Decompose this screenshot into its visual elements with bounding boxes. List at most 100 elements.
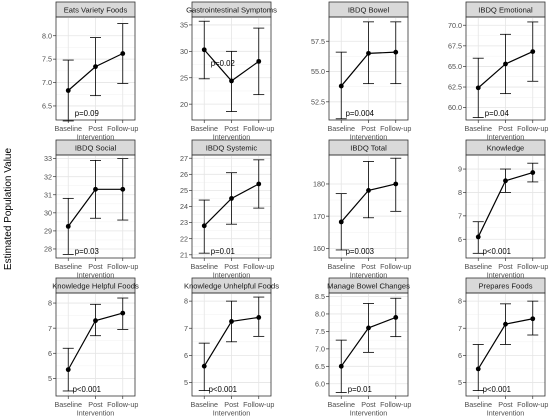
panel-border [465, 292, 546, 397]
x-tick-label: Baseline [54, 262, 82, 271]
x-tick-label: Baseline [464, 400, 492, 409]
data-point [366, 50, 371, 56]
x-tick-label: Post [224, 262, 238, 271]
data-point [93, 318, 98, 324]
y-axis-label: Estimated Population Value [3, 148, 14, 271]
x-tick-label: Follow-up [380, 262, 411, 271]
data-point [201, 363, 207, 369]
data-point [65, 88, 71, 93]
x-tick-label: Intervention [77, 270, 115, 279]
panel-border [191, 292, 272, 397]
panel-4: IBDQ Emotional 60.0 62.5 65.0 67.5 70.0 Baseli… [448, 1, 548, 141]
x-tick-label: Follow-up [517, 400, 548, 409]
panel-title: Prepares Foods [478, 282, 532, 291]
x-tick-label: Post [224, 124, 238, 133]
y-tick-label: 8.5 [315, 292, 325, 301]
p-value-annotation: p=0.003 [346, 247, 374, 256]
panels: Eats Variety Foods 6.5 7.0 7.5 8.0 Baseline Po… [42, 1, 548, 417]
y-tick-label: 60.0 [448, 103, 462, 112]
x-tick-label: Intervention [350, 408, 388, 417]
x-tick-label: Baseline [190, 124, 218, 133]
y-tick-label: 6 [458, 351, 462, 360]
x-tick-label: Baseline [327, 400, 355, 409]
panel-title: IBDQ Total [350, 144, 387, 153]
data-point [366, 325, 371, 331]
panel-8: Knowledge 6 7 8 9 Baseline PostInterventionFol… [458, 139, 548, 279]
panel-border [55, 292, 136, 397]
x-tick-label: Intervention [487, 270, 525, 279]
data-point [475, 85, 481, 91]
p-value-annotation: p=0.09 [75, 109, 99, 118]
data-point [503, 178, 508, 184]
data-point [338, 363, 344, 369]
y-tick-label: 26 [180, 170, 188, 179]
panel-border [55, 16, 136, 121]
panel-title: Knowledge [487, 144, 525, 153]
x-tick-label: Post [224, 400, 238, 409]
data-point [393, 315, 399, 320]
data-point [393, 181, 399, 187]
y-tick-label: 6.0 [315, 379, 325, 388]
p-value-annotation: p=0.004 [346, 109, 375, 118]
y-tick-label: 5 [458, 378, 462, 387]
panel-title: Gastrointestinal Symptoms [186, 6, 277, 15]
y-tick-label: 6.5 [315, 362, 325, 371]
data-point [256, 181, 262, 187]
y-tick-label: 6 [458, 235, 462, 244]
panel-title: Manage Bowel Changes [327, 282, 410, 291]
y-tick-label: 62.5 [448, 83, 462, 92]
panel-title: IBDQ Systemic [206, 144, 258, 153]
panel-12: Prepares Foods 5 6 7 8 Baseline PostInterventi… [458, 277, 548, 417]
y-tick-label: 8 [458, 188, 462, 197]
panel-border [465, 16, 546, 121]
panel-2: Gastrointestinal Symptoms 20 25 30 35 Baselin… [180, 1, 277, 141]
p-value-annotation: p<0.001 [483, 247, 511, 256]
x-tick-label: Post [361, 124, 375, 133]
y-tick-label: 28 [44, 245, 52, 254]
y-tick-label: 6 [48, 349, 52, 358]
x-tick-label: Baseline [190, 262, 218, 271]
x-tick-label: Intervention [487, 408, 525, 417]
y-tick-label: 7.0 [42, 78, 52, 87]
x-tick-label: Follow-up [517, 124, 548, 133]
p-value-annotation: p<0.001 [209, 385, 237, 394]
y-tick-label: 8 [48, 299, 52, 308]
y-tick-label: 25 [180, 186, 188, 195]
y-tick-label: 9 [458, 165, 462, 174]
x-tick-label: Intervention [350, 132, 388, 141]
data-point [93, 186, 98, 192]
x-tick-label: Follow-up [380, 124, 411, 133]
panel-1: Eats Variety Foods 6.5 7.0 7.5 8.0 Baseline Po… [42, 1, 138, 141]
y-tick-label: 7 [458, 211, 462, 220]
x-tick-label: Follow-up [380, 400, 411, 409]
data-point [256, 58, 262, 64]
y-tick-label: 8 [458, 297, 462, 306]
panel-border [191, 154, 272, 259]
y-tick-label: 67.5 [448, 41, 462, 50]
y-tick-label: 30 [44, 208, 52, 217]
panel-11: Manage Bowel Changes 6.0 6.5 7.0 7.5 8.0 8.5 Ba… [315, 277, 411, 417]
panel-border [328, 154, 409, 259]
panel-title: Knowledge Helpful Foods [52, 282, 139, 291]
data-point [201, 47, 207, 53]
x-tick-label: Baseline [327, 124, 355, 133]
panel-6: IBDQ Systemic 21 22 23 24 25 26 27 Baseline PostI… [180, 139, 274, 279]
data-point [65, 367, 71, 373]
data-point [120, 310, 126, 316]
data-point [256, 314, 262, 320]
panel-10: Knowledge Unhelpful Foods 5 6 7 8 Baseline Pos… [184, 277, 279, 417]
x-tick-label: Post [361, 400, 375, 409]
x-tick-label: Post [88, 400, 102, 409]
x-tick-label: Intervention [213, 132, 251, 141]
y-tick-label: 21 [180, 250, 188, 259]
y-tick-label: 8 [184, 297, 188, 306]
y-tick-label: 33 [44, 154, 52, 163]
x-tick-label: Post [498, 400, 512, 409]
data-point [201, 223, 207, 229]
y-tick-label: 20 [180, 100, 188, 109]
y-tick-label: 5 [184, 378, 188, 387]
data-point [120, 51, 126, 56]
data-point [475, 234, 481, 240]
p-value-annotation: p=0.03 [75, 247, 99, 256]
